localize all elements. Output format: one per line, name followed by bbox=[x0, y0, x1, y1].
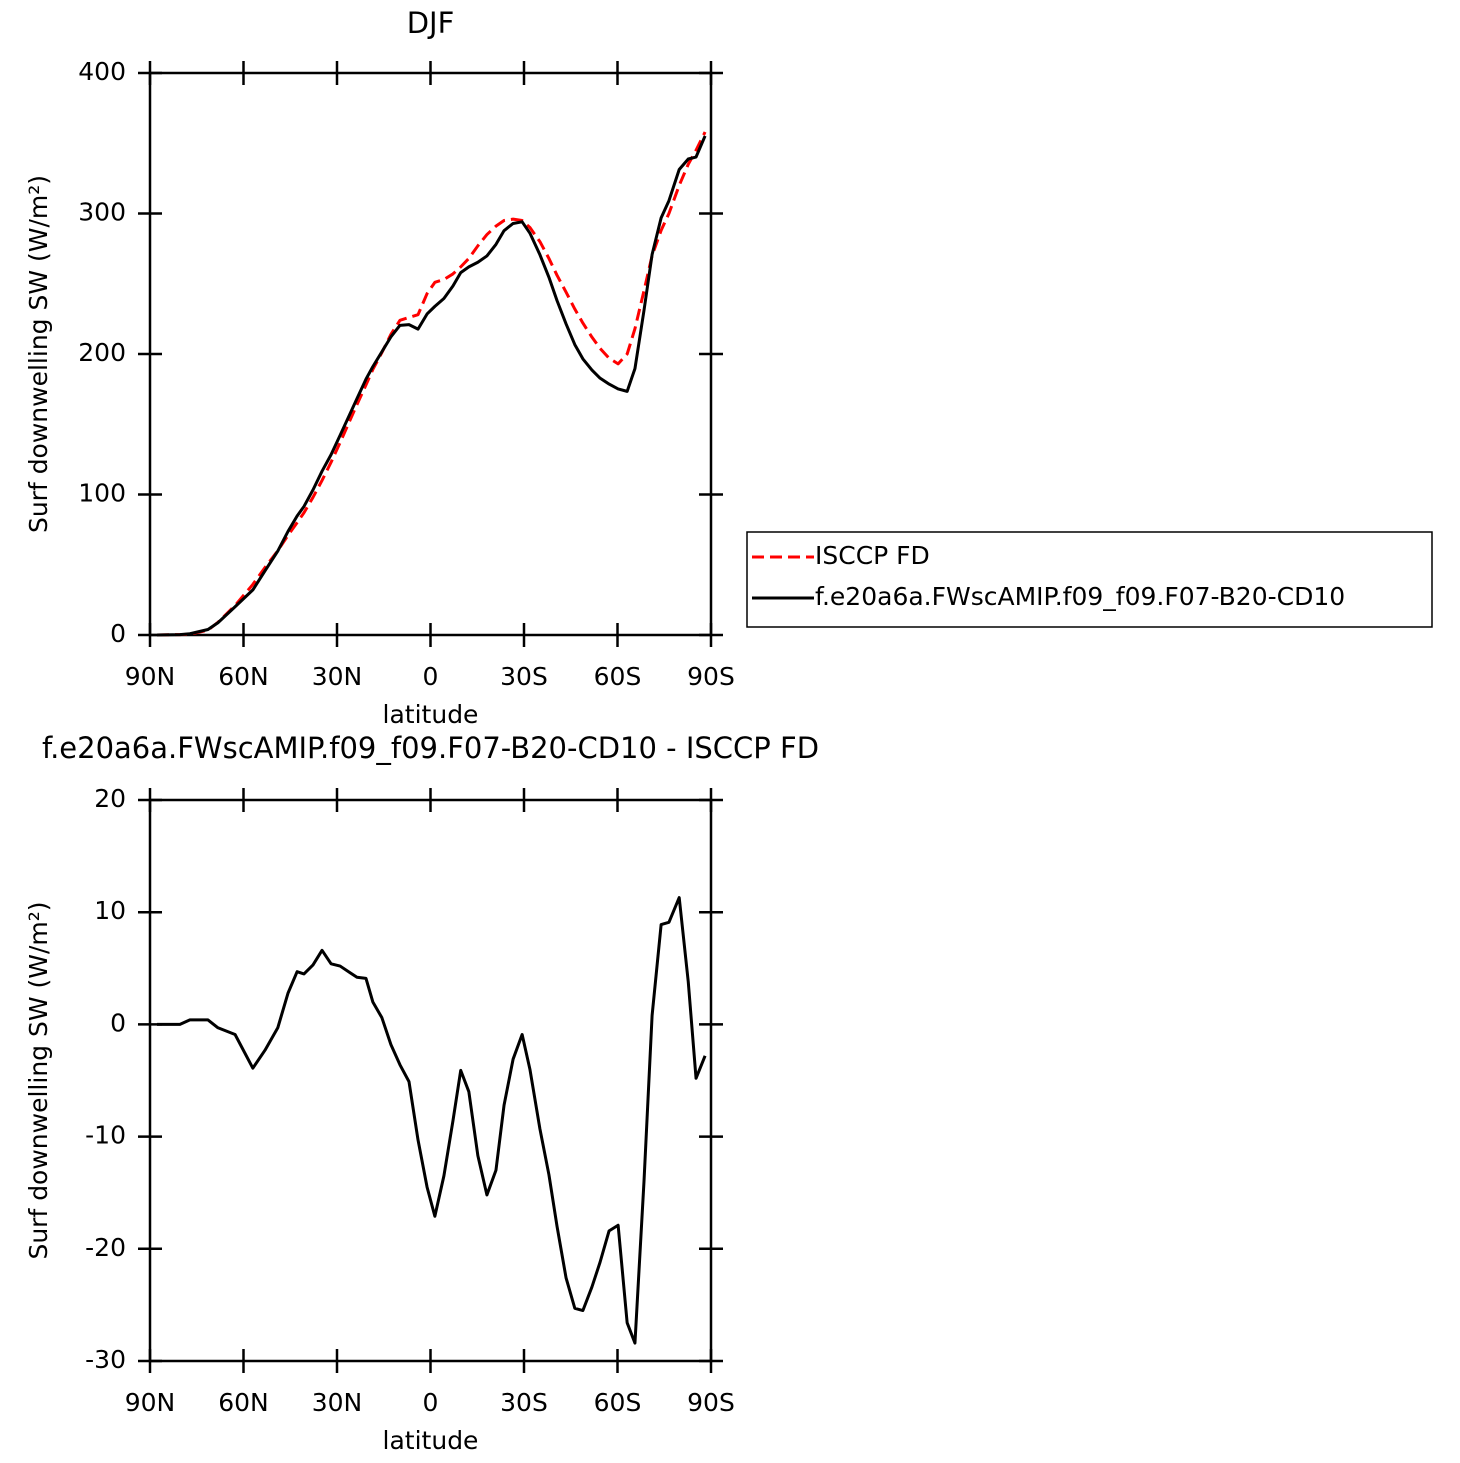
x-tick-label: 60S bbox=[594, 662, 642, 691]
x-tick-label: 90S bbox=[687, 662, 735, 691]
x-tick-label: 60N bbox=[218, 1388, 269, 1417]
legend-box bbox=[746, 531, 1433, 628]
y-tick-label: -20 bbox=[85, 1233, 126, 1262]
y-tick-label: 0 bbox=[110, 1008, 126, 1037]
y-axis-label: Surf downwelling SW (W/m²) bbox=[24, 901, 53, 1259]
x-tick-label: 0 bbox=[423, 1388, 439, 1417]
y-tick-label: 20 bbox=[94, 784, 126, 813]
chart-title: DJF bbox=[407, 6, 455, 40]
x-tick-label: 30N bbox=[312, 1388, 363, 1417]
x-tick-label: 60N bbox=[218, 662, 269, 691]
legend-label: ISCCP FD bbox=[815, 541, 930, 570]
y-tick-label: 300 bbox=[78, 198, 126, 227]
y-axis-label: Surf downwelling SW (W/m²) bbox=[24, 175, 53, 533]
chart-title: f.e20a6a.FWscAMIP.f09_f09.F07-B20-CD10 -… bbox=[42, 731, 819, 765]
y-tick-label: 400 bbox=[78, 57, 126, 86]
x-tick-label: 30S bbox=[500, 1388, 548, 1417]
y-tick-label: 200 bbox=[78, 338, 126, 367]
x-tick-label: 30S bbox=[500, 662, 548, 691]
plot-frame bbox=[148, 798, 713, 1363]
x-tick-label: 90N bbox=[125, 1388, 176, 1417]
x-tick-label: 0 bbox=[423, 662, 439, 691]
x-axis-label: latitude bbox=[383, 1426, 479, 1455]
x-axis-label: latitude bbox=[383, 700, 479, 729]
x-tick-label: 90S bbox=[687, 1388, 735, 1417]
y-tick-label: 0 bbox=[110, 619, 126, 648]
data-line bbox=[156, 131, 707, 637]
data-line bbox=[157, 896, 707, 1345]
y-tick-label: -30 bbox=[85, 1345, 126, 1374]
y-tick-label: 10 bbox=[94, 896, 126, 925]
data-line bbox=[156, 135, 707, 637]
x-tick-label: 60S bbox=[594, 1388, 642, 1417]
x-tick-label: 90N bbox=[125, 662, 176, 691]
y-tick-label: -10 bbox=[85, 1121, 126, 1150]
legend-label: f.e20a6a.FWscAMIP.f09_f09.F07-B20-CD10 bbox=[815, 582, 1345, 611]
x-tick-label: 30N bbox=[312, 662, 363, 691]
y-tick-label: 100 bbox=[78, 479, 126, 508]
